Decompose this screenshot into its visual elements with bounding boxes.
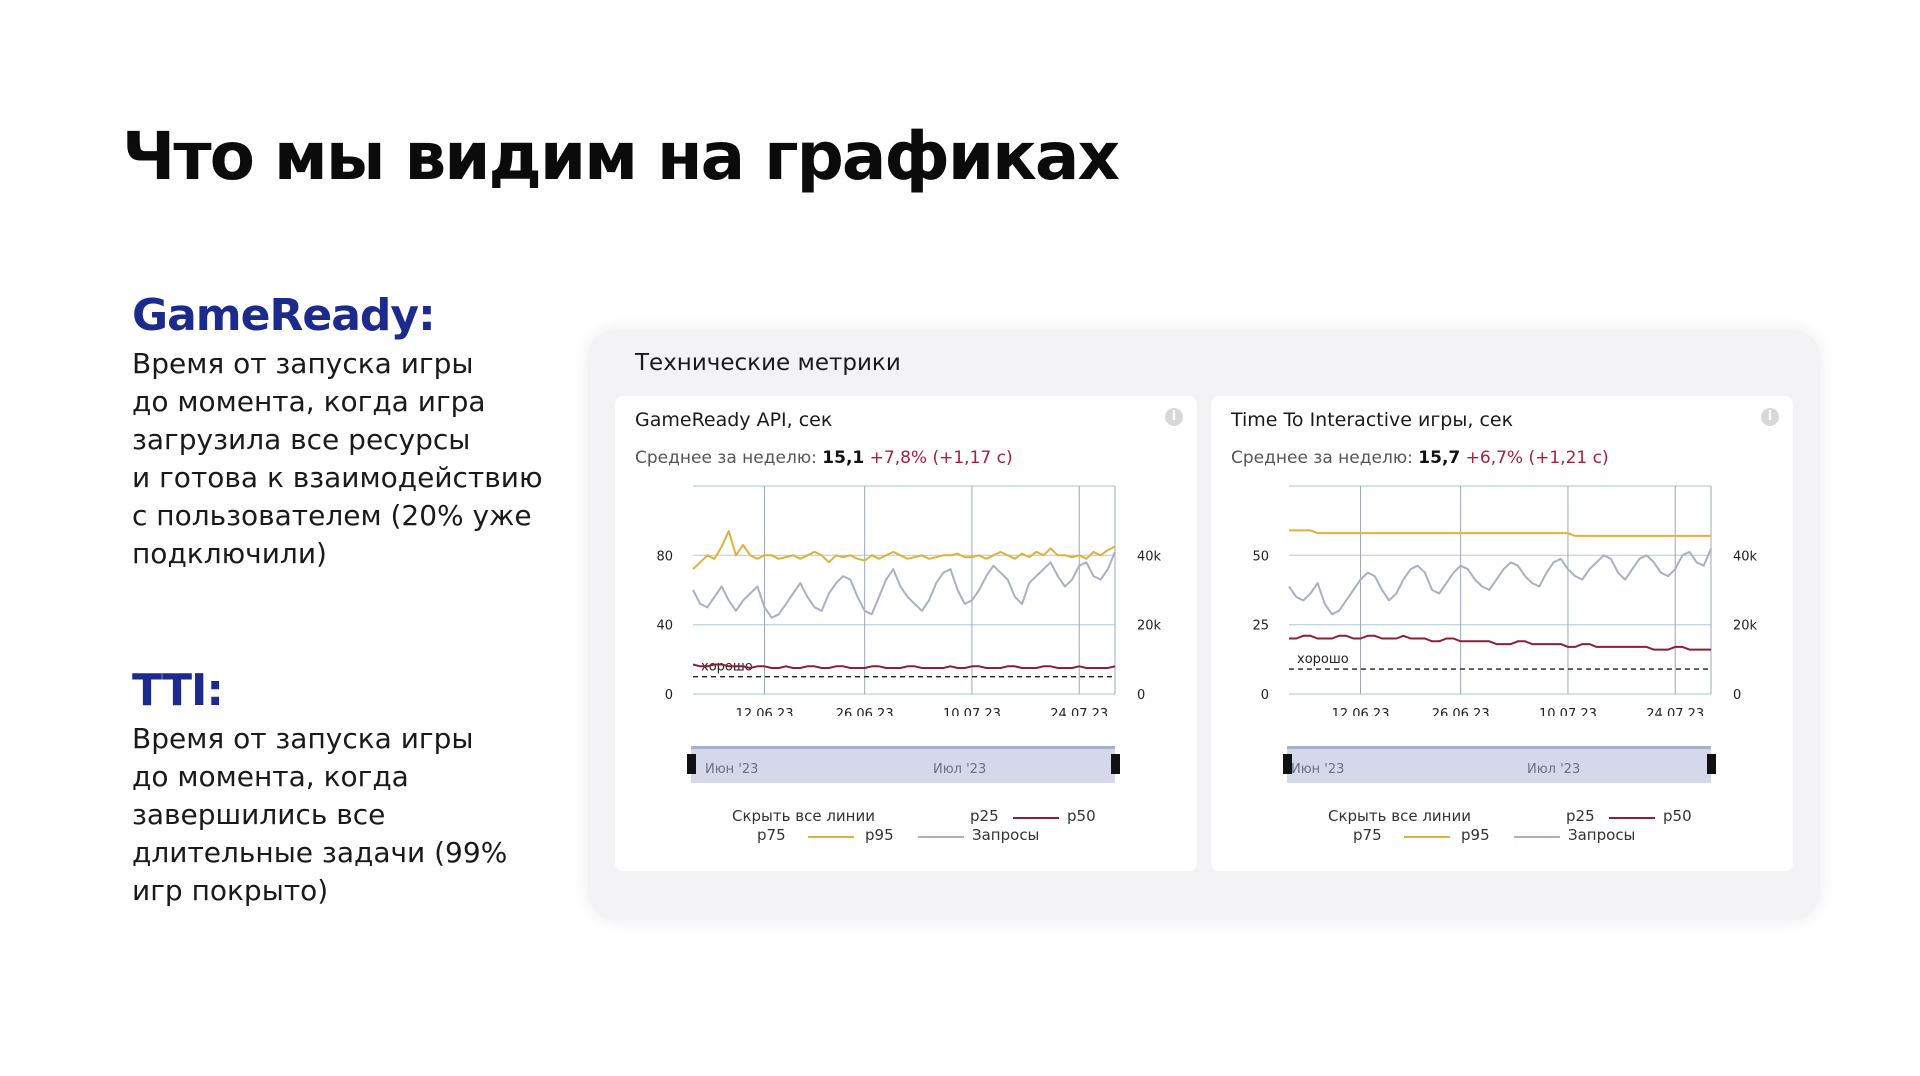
weekly-average: Среднее за неделю: 15,7 +6,7% (+1,21 с) xyxy=(1231,448,1609,468)
range-handle-left[interactable] xyxy=(687,754,696,774)
range-label-right: Июл '23 xyxy=(1527,762,1581,777)
legend-p50-swatch xyxy=(1013,817,1059,819)
weekly-average: Среднее за неделю: 15,1 +7,8% (+1,17 с) xyxy=(635,448,1013,468)
y-left-tick: 0 xyxy=(1261,688,1269,703)
legend-p50[interactable]: p50 xyxy=(1067,807,1096,825)
legend-p25[interactable]: p25 xyxy=(1566,807,1595,825)
avg-label: Среднее за неделю: xyxy=(635,448,817,468)
description-line: Время от запуска игры xyxy=(132,722,474,755)
legend-p75[interactable]: p75 xyxy=(1353,826,1382,844)
description-line: с пользователем (20% уже xyxy=(132,499,532,532)
y-right-tick: 40k xyxy=(1137,549,1162,564)
legend-requests-swatch xyxy=(918,836,964,838)
range-handle-left[interactable] xyxy=(1283,754,1292,774)
avg-value: 15,7 xyxy=(1418,448,1461,468)
series-line-Запросы xyxy=(692,551,1116,619)
threshold-label: хорошо xyxy=(701,660,753,675)
series-line-p95 xyxy=(692,530,1116,570)
series-line-p50 xyxy=(1289,634,1711,651)
line-chart: хорошо 0 40 80 0 20k 40k 12.06.23 26.06.23 10.07.… xyxy=(656,485,1162,716)
range-handle-right[interactable] xyxy=(1111,754,1120,774)
avg-value: 15,1 xyxy=(822,448,865,468)
legend-requests[interactable]: Запросы xyxy=(972,826,1040,844)
slide-title: Что мы видим на графиках xyxy=(122,118,1120,195)
x-tick: 12.06.23 xyxy=(736,707,794,716)
x-tick: 26.06.23 xyxy=(1432,707,1490,716)
description-line: длительные задачи (99% xyxy=(132,836,508,869)
x-tick: 24.07.23 xyxy=(1646,707,1704,716)
description-line: до момента, когда xyxy=(132,760,409,793)
legend-p95[interactable]: p95 xyxy=(1461,826,1490,844)
tti-chart-card: Time To Interactive игры, сек i Среднее … xyxy=(1211,396,1793,871)
range-label-left: Июн '23 xyxy=(705,762,759,777)
description-line: завершились все xyxy=(132,798,386,831)
info-icon[interactable]: i xyxy=(1761,408,1779,426)
legend-p50-swatch xyxy=(1609,817,1655,819)
avg-delta: +6,7% (+1,21 с) xyxy=(1465,448,1609,468)
y-left-tick: 50 xyxy=(1252,549,1269,564)
legend-p50[interactable]: p50 xyxy=(1663,807,1692,825)
series-line-p95 xyxy=(1289,529,1711,537)
legend-p25[interactable]: p25 xyxy=(970,807,999,825)
range-selector[interactable] xyxy=(1287,746,1711,783)
legend-requests-swatch xyxy=(1514,836,1560,838)
description-line: игр покрыто) xyxy=(132,874,329,907)
legend-p95[interactable]: p95 xyxy=(865,826,894,844)
y-left-tick: 0 xyxy=(665,688,673,703)
legend-p75[interactable]: p75 xyxy=(757,826,786,844)
description-line: загрузила все ресурсы xyxy=(132,423,471,456)
legend-p95-swatch xyxy=(1404,836,1450,838)
y-left-tick: 40 xyxy=(656,619,673,634)
y-right-tick: 20k xyxy=(1733,619,1758,634)
tti-description: Время от запуска игры до момента, когда … xyxy=(132,720,507,910)
range-label-right: Июл '23 xyxy=(933,762,987,777)
card-title: GameReady API, сек xyxy=(635,409,833,431)
x-tick: 10.07.23 xyxy=(943,707,1001,716)
x-tick: 26.06.23 xyxy=(836,707,894,716)
card-title: Time To Interactive игры, сек xyxy=(1231,409,1514,431)
line-chart: хорошо 0 25 50 0 20k 40k 12.06.23 26.06.23 10.07.… xyxy=(1252,485,1758,716)
gameready-heading: GameReady: xyxy=(132,290,436,341)
range-handle-right[interactable] xyxy=(1707,754,1716,774)
description-line: Время от запуска игры xyxy=(132,347,474,380)
legend-hide-all[interactable]: Скрыть все линии xyxy=(732,807,875,825)
range-label-left: Июн '23 xyxy=(1291,762,1345,777)
tti-heading: TTI: xyxy=(132,665,224,716)
series-line-Запросы xyxy=(1288,548,1712,616)
description-line: подключили) xyxy=(132,537,327,570)
gameready-chart-card: GameReady API, сек i Среднее за неделю: … xyxy=(615,396,1197,871)
info-icon[interactable]: i xyxy=(1165,408,1183,426)
avg-label: Среднее за неделю: xyxy=(1231,448,1413,468)
x-tick: 24.07.23 xyxy=(1050,707,1108,716)
series-line-p50 xyxy=(692,663,1116,669)
gameready-description: Время от запуска игры до момента, когда … xyxy=(132,345,543,573)
legend-requests[interactable]: Запросы xyxy=(1568,826,1636,844)
legend-p95-swatch xyxy=(808,836,854,838)
panel-title: Технические метрики xyxy=(635,350,901,376)
y-right-tick: 0 xyxy=(1733,688,1741,703)
description-line: до момента, когда игра xyxy=(132,385,486,418)
y-left-tick: 25 xyxy=(1252,619,1269,634)
threshold-label: хорошо xyxy=(1297,652,1349,667)
legend-hide-all[interactable]: Скрыть все линии xyxy=(1328,807,1471,825)
y-right-tick: 0 xyxy=(1137,688,1145,703)
y-right-tick: 20k xyxy=(1137,619,1162,634)
y-right-tick: 40k xyxy=(1733,549,1758,564)
avg-delta: +7,8% (+1,17 с) xyxy=(869,448,1013,468)
y-left-tick: 80 xyxy=(656,549,673,564)
range-selector[interactable] xyxy=(691,746,1115,783)
x-tick: 12.06.23 xyxy=(1332,707,1390,716)
x-tick: 10.07.23 xyxy=(1539,707,1597,716)
description-line: и готова к взаимодействию xyxy=(132,461,543,494)
